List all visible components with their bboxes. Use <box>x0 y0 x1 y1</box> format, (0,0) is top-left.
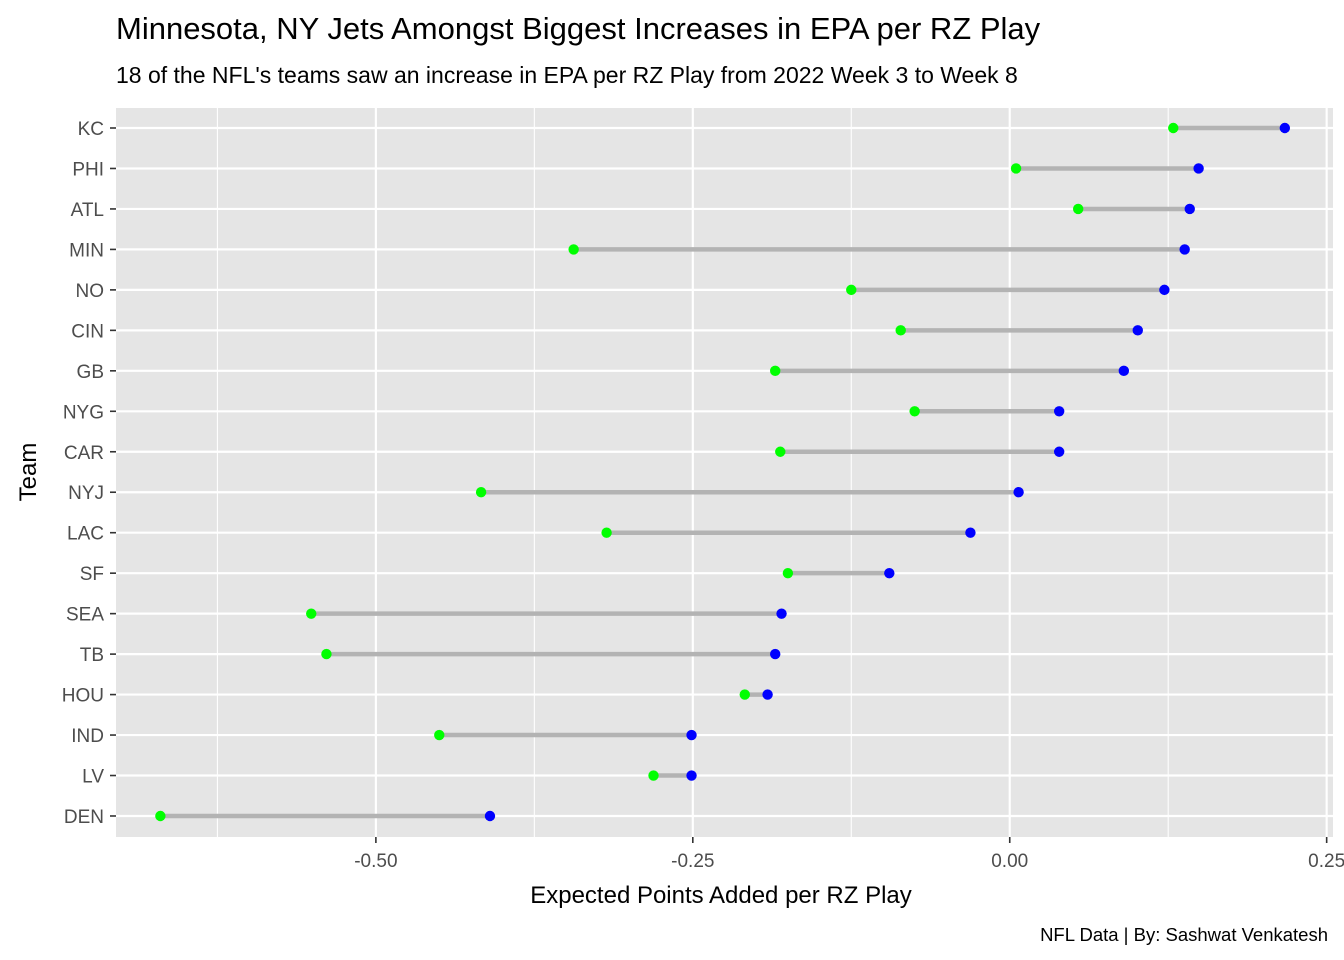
point-week8-lac <box>965 527 976 538</box>
y-tick-label-ind: IND <box>71 726 104 747</box>
point-week8-no <box>1159 284 1170 296</box>
y-tick-label-sea: SEA <box>66 605 104 626</box>
y-tick-label-gb: GB <box>77 362 104 383</box>
point-week3-gb <box>770 365 781 377</box>
y-tick-label-nyj: NYJ <box>68 483 104 504</box>
point-week3-no <box>846 284 857 296</box>
x-tick-label: -0.25 <box>671 851 714 872</box>
point-week3-tb <box>321 648 332 660</box>
point-week8-car <box>1053 446 1065 457</box>
point-week8-atl <box>1184 203 1195 215</box>
point-week3-car <box>775 446 786 457</box>
point-week8-min <box>1179 244 1190 255</box>
minor-gridlines <box>216 108 1169 837</box>
x-tick-label: 0.00 <box>991 851 1028 872</box>
y-tick-label-sf: SF <box>80 564 104 585</box>
point-week8-ind <box>686 729 697 741</box>
y-tick-label-nyg: NYG <box>63 402 104 423</box>
y-tick-label-kc: KC <box>78 119 104 140</box>
point-week8-tb <box>770 648 781 660</box>
point-week3-nyj <box>475 487 487 498</box>
point-week3-phi <box>1010 163 1022 174</box>
point-week3-atl <box>1072 203 1084 215</box>
x-axis-title: Expected Points Added per RZ Play <box>530 882 912 909</box>
chart-title: Minnesota, NY Jets Amongst Biggest Incre… <box>116 11 1041 46</box>
y-tick-label-phi: PHI <box>72 159 104 180</box>
point-week8-sf <box>884 567 895 579</box>
dumbbell-segments <box>160 125 1285 819</box>
point-week8-cin <box>1132 325 1143 336</box>
point-week3-den <box>155 810 166 822</box>
chart-caption: NFL Data | By: Sashwat Venkatesh <box>1040 924 1328 945</box>
point-week3-hou <box>739 689 750 700</box>
point-week8-gb <box>1118 365 1130 377</box>
point-week3-nyg <box>909 406 920 417</box>
point-week3-min <box>568 244 579 255</box>
point-week8-nyg <box>1053 406 1065 417</box>
point-week8-nyj <box>1013 487 1024 498</box>
point-week8-phi <box>1193 163 1204 174</box>
plot-panel <box>116 108 1333 837</box>
data-points <box>155 122 1291 822</box>
point-week3-cin <box>895 325 906 336</box>
point-week3-lac <box>601 527 612 538</box>
y-tick-label-lv: LV <box>82 767 104 788</box>
point-week8-sea <box>776 608 787 619</box>
y-tick-label-hou: HOU <box>62 686 104 707</box>
chart-subtitle: 18 of the NFL's teams saw an increase in… <box>116 62 1018 88</box>
y-tick-label-no: NO <box>76 281 105 302</box>
y-axis: KC PHI ATL MIN NO CIN GB NYG CAR NYJ LAC SF SEA TB HOU… <box>62 119 116 828</box>
point-week3-sf <box>782 567 794 579</box>
x-tick-label: 0.25 <box>1308 851 1344 872</box>
point-week3-kc <box>1168 122 1179 134</box>
x-tick-label: -0.50 <box>354 851 397 872</box>
point-week3-lv <box>648 770 659 781</box>
y-tick-label-tb: TB <box>80 645 104 666</box>
y-tick-label-den: DEN <box>64 807 104 828</box>
point-week8-lv <box>686 770 697 781</box>
point-week3-ind <box>434 729 445 741</box>
point-week3-sea <box>306 608 317 619</box>
y-axis-title: Team <box>15 443 42 502</box>
y-tick-label-atl: ATL <box>71 200 104 221</box>
point-week8-kc <box>1279 122 1291 134</box>
y-tick-label-lac: LAC <box>67 524 104 545</box>
point-week8-hou <box>762 689 773 700</box>
point-week8-den <box>484 810 496 822</box>
y-tick-label-min: MIN <box>69 240 104 261</box>
x-axis: -0.50 -0.25 0.00 0.25 <box>354 837 1344 872</box>
y-tick-label-cin: CIN <box>71 321 104 342</box>
y-tick-label-car: CAR <box>64 443 104 464</box>
